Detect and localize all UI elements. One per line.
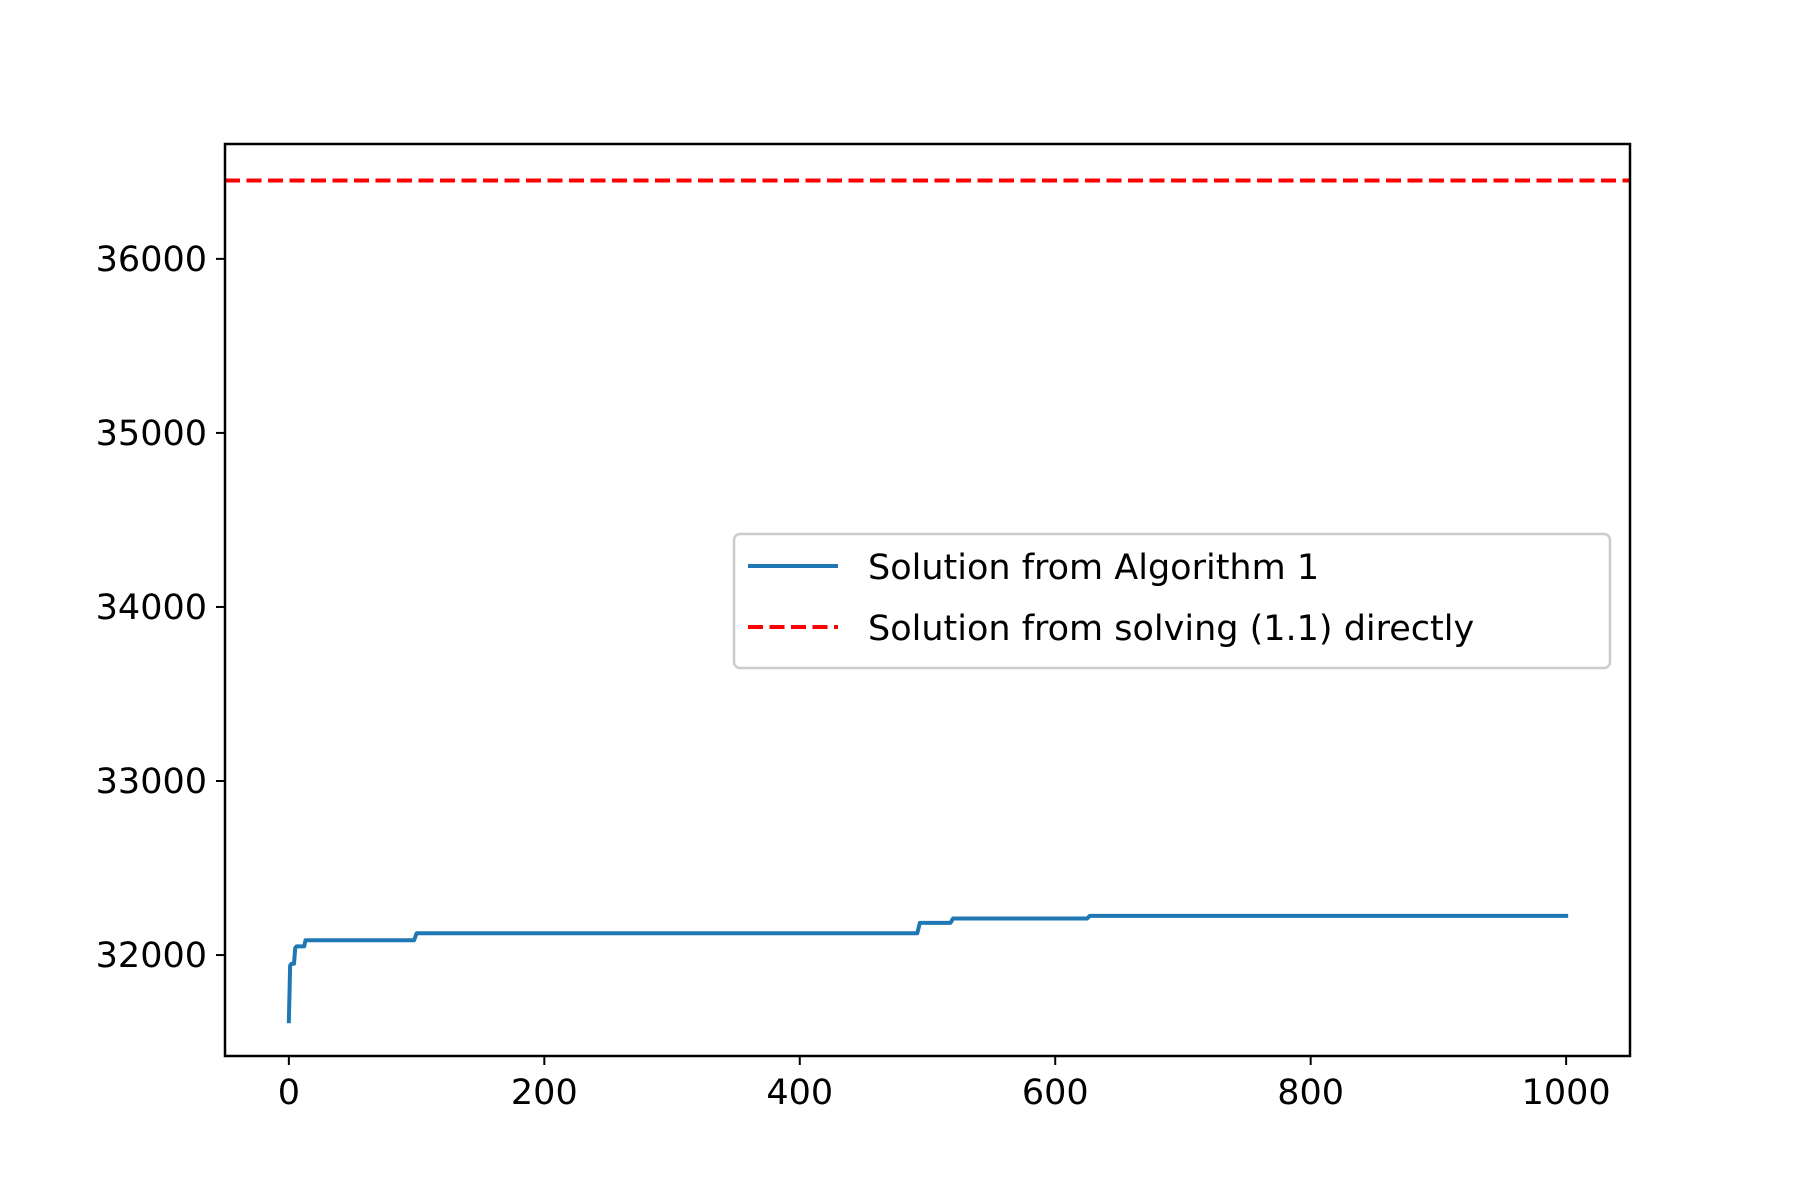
legend: Solution from Algorithm 1 Solution from …	[732, 532, 1612, 670]
y-tick-label: 36000	[96, 240, 207, 280]
x-tick-label: 200	[511, 1073, 578, 1113]
y-axis: 32000 33000 34000 35000 36000	[96, 240, 225, 976]
y-tick-label: 33000	[96, 762, 207, 802]
series-line-algorithm	[286, 913, 1569, 1024]
legend-label-algorithm: Solution from Algorithm 1	[868, 548, 1319, 588]
legend-box	[732, 532, 1612, 670]
axes-frame	[223, 142, 1632, 1058]
x-tick-label: 600	[1022, 1073, 1089, 1113]
plot-area	[225, 178, 1630, 1024]
x-axis: 0 200 400 600 800 1000	[278, 1056, 1611, 1113]
x-tick-label: 0	[278, 1073, 300, 1113]
x-tick-label: 800	[1277, 1073, 1344, 1113]
y-tick-label: 34000	[96, 588, 207, 628]
x-tick-label: 400	[766, 1073, 833, 1113]
y-tick-label: 35000	[96, 414, 207, 454]
y-tick-label: 32000	[96, 936, 207, 976]
legend-label-direct: Solution from solving (1.1) directly	[868, 609, 1474, 649]
x-tick-label: 1000	[1522, 1073, 1611, 1113]
